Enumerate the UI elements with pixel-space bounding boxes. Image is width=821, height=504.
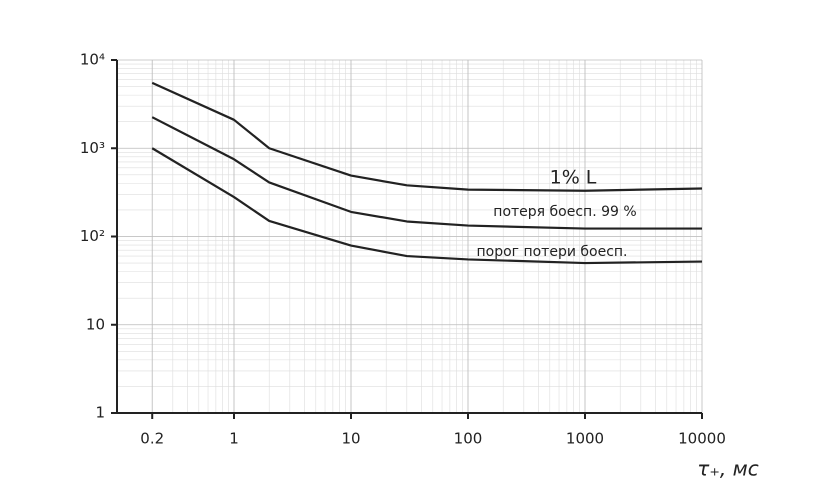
y-tick-label: 10³ [80,139,105,157]
y-tick-label: 10 [86,315,105,333]
y-tick-label: 10² [80,227,105,245]
x-tick-label: 10 [341,430,360,448]
series-label: порог потери боесп. [476,244,627,260]
x-tick-label: 1000 [566,430,604,448]
y-tick-label: 10⁴ [80,51,105,69]
y-tick-label: 1 [95,404,105,422]
x-tick-label: 0.2 [140,430,164,448]
x-axis-label: τ₊, мс [697,457,758,481]
series-label: 1% L [550,167,597,189]
series-label: потеря боесп. 99 % [493,204,636,220]
x-tick-label: 100 [454,430,483,448]
x-tick-label: 10000 [678,430,726,448]
line-series [151,81,703,192]
x-tick-label: 1 [229,430,239,448]
line-series [151,116,702,230]
line-series [151,147,703,265]
